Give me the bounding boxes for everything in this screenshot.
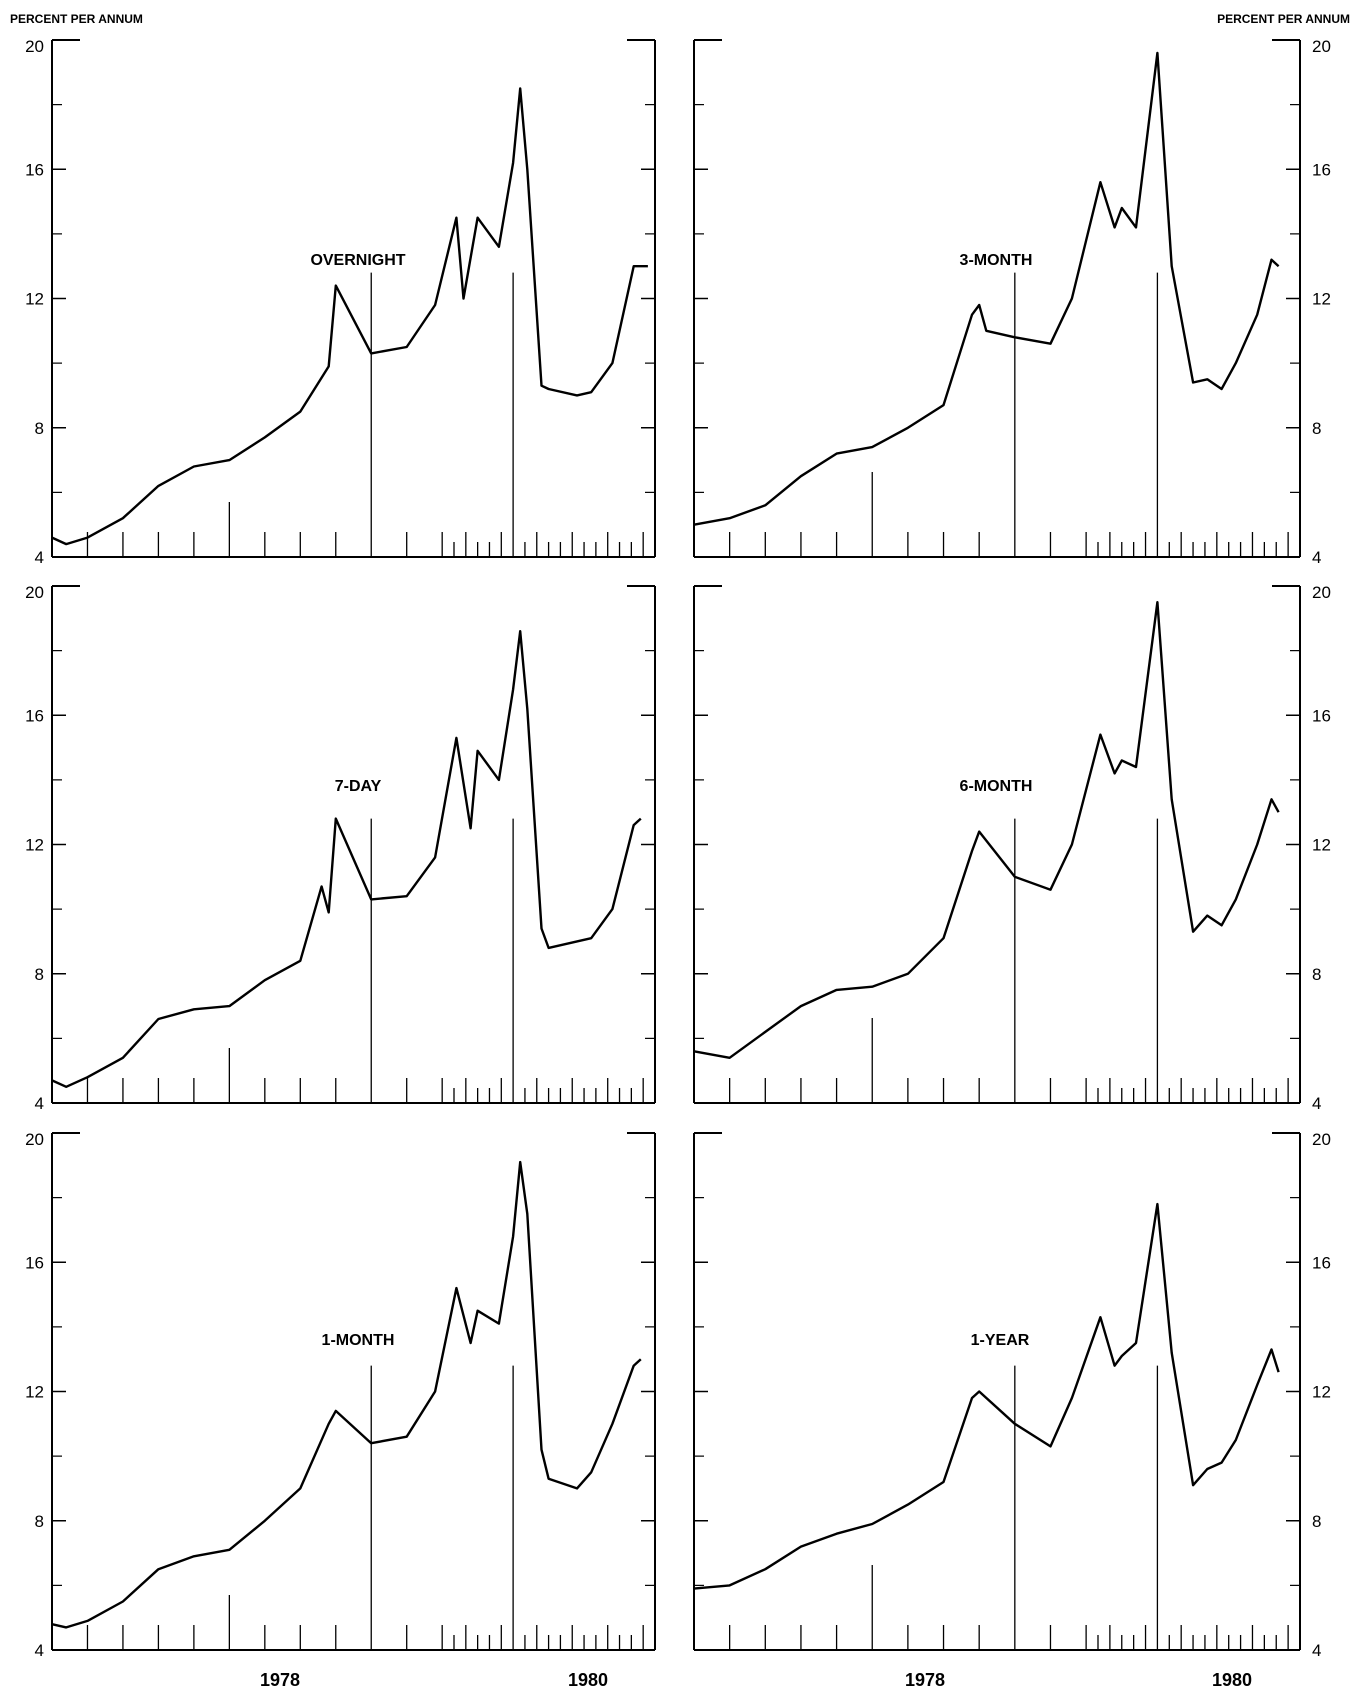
ytick-label-4-1-year: 4 bbox=[1312, 1641, 1321, 1660]
ytick-label-20-1-year: 20 bbox=[1312, 1130, 1331, 1149]
ytick-label-12-7-day: 12 bbox=[25, 836, 44, 855]
ytick-label-16-1-month: 16 bbox=[25, 1253, 44, 1272]
ytick-label-20-3-month: 20 bbox=[1312, 37, 1331, 56]
series-label-1-year: 1-YEAR bbox=[971, 1332, 1030, 1349]
ytick-label-8-1-year: 8 bbox=[1312, 1512, 1321, 1531]
series-label-7-day: 7-DAY bbox=[335, 778, 382, 795]
ytick-label-4-3-month: 4 bbox=[1312, 548, 1321, 567]
series-line-overnight bbox=[51, 87, 648, 546]
ytick-label-20-6-month: 20 bbox=[1312, 583, 1331, 602]
ytick-label-12-3-month: 12 bbox=[1312, 290, 1331, 309]
ytick-label-20-1-month: 20 bbox=[25, 1130, 44, 1149]
panel-3-month: 4 8 12 16 20 3-MONTH bbox=[693, 37, 1331, 567]
ytick-label-8-3-month: 8 bbox=[1312, 419, 1321, 438]
panel-6-month: 4 8 12 16 20 6-MONTH bbox=[693, 583, 1331, 1113]
panels: 4 8 12 16 20 OVERNIGHT 4 8 12 16 20 3-MONTH 4 8 12 16 20… bbox=[25, 37, 1331, 1660]
x-axis-year-label-1980-left: 1980 bbox=[568, 1670, 608, 1690]
ytick-label-12-1-month: 12 bbox=[25, 1383, 44, 1402]
ytick-label-16-overnight: 16 bbox=[25, 160, 44, 179]
ytick-label-8-1-month: 8 bbox=[35, 1512, 44, 1531]
ytick-label-12-1-year: 12 bbox=[1312, 1383, 1331, 1402]
series-line-1-month bbox=[51, 1160, 642, 1629]
series-line-6-month bbox=[693, 601, 1280, 1059]
left-axis-unit-label: PERCENT PER ANNUM bbox=[10, 12, 143, 26]
series-line-3-month bbox=[693, 51, 1280, 526]
series-line-1-year bbox=[693, 1202, 1280, 1590]
ytick-label-20-7-day: 20 bbox=[25, 583, 44, 602]
x-axis-year-label-1978-right: 1978 bbox=[905, 1670, 945, 1690]
series-label-6-month: 6-MONTH bbox=[960, 778, 1033, 795]
ytick-label-16-3-month: 16 bbox=[1312, 160, 1331, 179]
series-label-overnight: OVERNIGHT bbox=[310, 252, 405, 269]
right-axis-unit-label: PERCENT PER ANNUM bbox=[1217, 12, 1350, 26]
ytick-label-8-7-day: 8 bbox=[35, 965, 44, 984]
ytick-label-12-6-month: 12 bbox=[1312, 836, 1331, 855]
ytick-label-20-overnight: 20 bbox=[25, 37, 44, 56]
ytick-label-16-6-month: 16 bbox=[1312, 706, 1331, 725]
ytick-label-8-6-month: 8 bbox=[1312, 965, 1321, 984]
panel-overnight: 4 8 12 16 20 OVERNIGHT bbox=[25, 37, 656, 567]
ytick-label-4-7-day: 4 bbox=[35, 1094, 44, 1113]
panel-1-month: 4 8 12 16 20 1-MONTH bbox=[25, 1130, 656, 1660]
ytick-label-4-6-month: 4 bbox=[1312, 1094, 1321, 1113]
panel-1-year: 4 8 12 16 20 1-YEAR bbox=[693, 1130, 1331, 1660]
ytick-label-4-1-month: 4 bbox=[35, 1641, 44, 1660]
x-axis-year-label-1978-left: 1978 bbox=[260, 1670, 300, 1690]
panel-7-day: 4 8 12 16 20 7-DAY bbox=[25, 583, 656, 1113]
ytick-label-16-7-day: 16 bbox=[25, 706, 44, 725]
ytick-label-8-overnight: 8 bbox=[35, 419, 44, 438]
ytick-label-4-overnight: 4 bbox=[35, 548, 44, 567]
ytick-label-16-1-year: 16 bbox=[1312, 1253, 1331, 1272]
x-axis-year-label-1980-right: 1980 bbox=[1212, 1670, 1252, 1690]
series-label-3-month: 3-MONTH bbox=[960, 252, 1033, 269]
ytick-label-12-overnight: 12 bbox=[25, 290, 44, 309]
series-line-7-day bbox=[51, 630, 642, 1088]
series-label-1-month: 1-MONTH bbox=[322, 1332, 395, 1349]
